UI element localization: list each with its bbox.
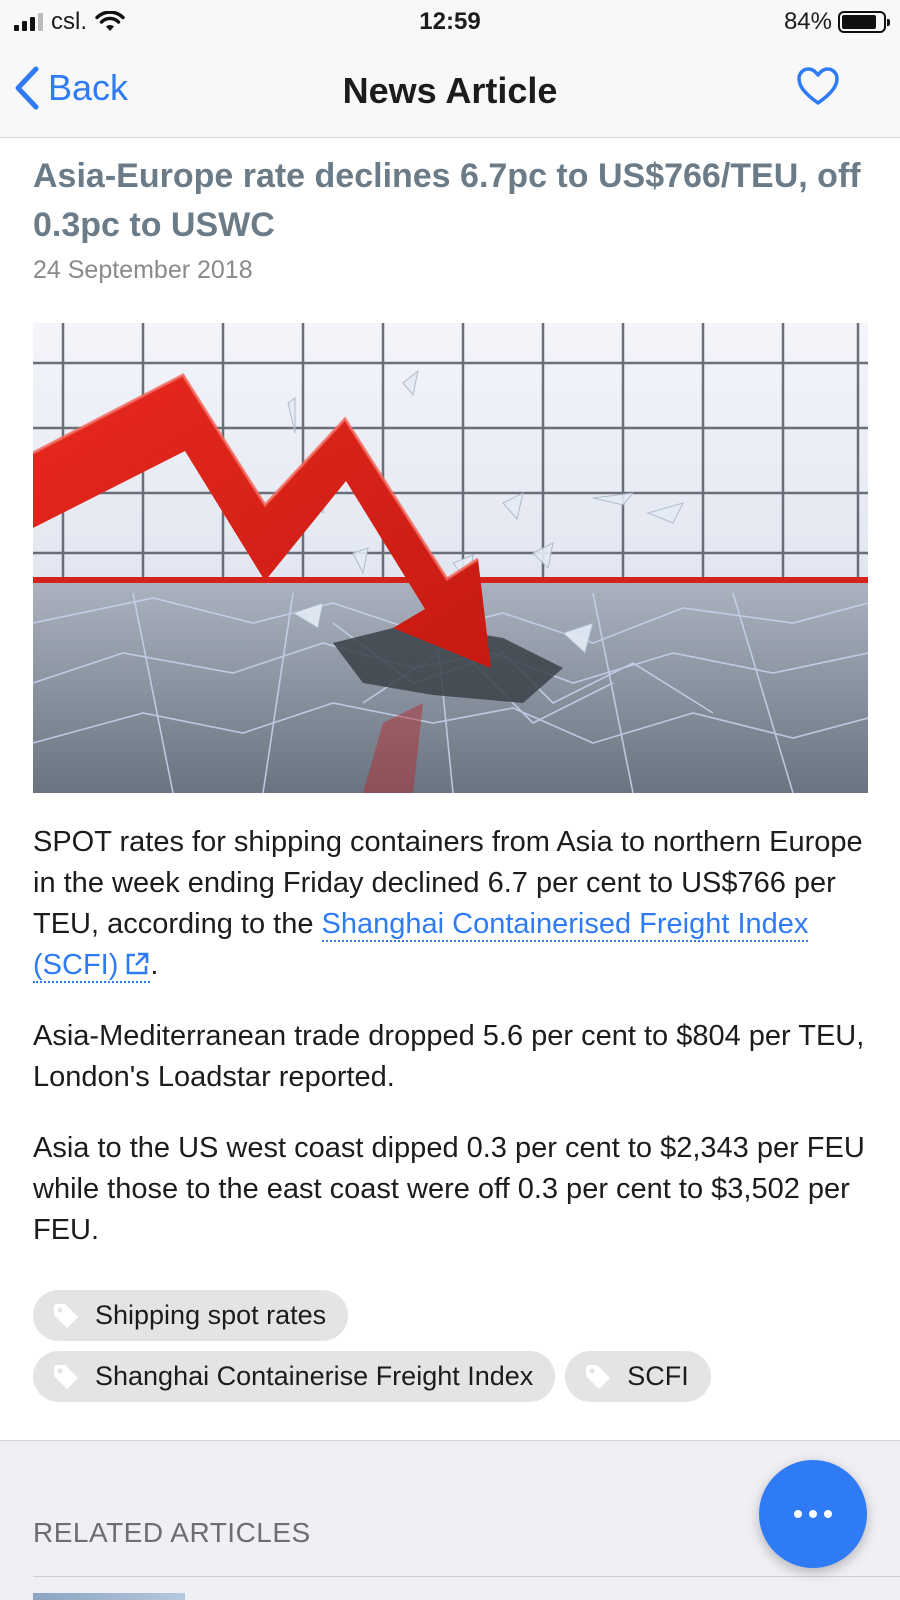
battery-icon bbox=[838, 11, 890, 33]
ellipsis-icon bbox=[794, 1510, 802, 1518]
scfi-link-label: Shanghai Containerised Freight Index (SC… bbox=[33, 908, 809, 981]
paragraph-1-end: . bbox=[150, 949, 159, 981]
carrier-name: csl. bbox=[51, 8, 87, 35]
back-button[interactable]: Back bbox=[14, 66, 128, 110]
article-paragraph-2: Asia-Mediterranean trade dropped 5.6 per… bbox=[33, 1020, 865, 1093]
external-link-icon bbox=[127, 952, 149, 975]
cellular-signal-icon bbox=[14, 13, 43, 31]
tag-list: Shipping spot rates Shanghai Containeris… bbox=[33, 1290, 873, 1412]
article-hero-image bbox=[33, 323, 868, 793]
related-articles-section: RELATED ARTICLES bbox=[0, 1440, 900, 1600]
navigation-bar: Back News Article bbox=[0, 44, 900, 138]
tag-label: Shipping spot rates bbox=[95, 1300, 327, 1330]
status-left: csl. bbox=[14, 8, 125, 36]
tag-chip[interactable]: Shanghai Containerise Freight Index bbox=[33, 1351, 556, 1402]
more-options-button[interactable] bbox=[759, 1460, 867, 1568]
tag-label: SCFI bbox=[627, 1361, 689, 1391]
back-button-label: Back bbox=[48, 67, 129, 108]
page-title: News Article bbox=[342, 70, 558, 111]
favorite-button[interactable] bbox=[796, 66, 840, 111]
tag-icon bbox=[586, 1364, 611, 1389]
article-paragraph-3: Asia to the US west coast dipped 0.3 per… bbox=[33, 1132, 865, 1246]
tag-chip[interactable]: SCFI bbox=[565, 1351, 711, 1402]
status-bar: csl. 12:59 84% bbox=[0, 0, 900, 44]
heart-outline-icon bbox=[797, 67, 839, 105]
wifi-icon bbox=[95, 11, 125, 31]
tag-chip[interactable]: Shipping spot rates bbox=[33, 1290, 349, 1341]
battery-level bbox=[842, 15, 876, 29]
scfi-link[interactable]: Shanghai Containerised Freight Index (SC… bbox=[33, 908, 809, 983]
battery-percent: 84% bbox=[783, 8, 832, 35]
article-header: Asia-Europe rate declines 6.7pc to US$76… bbox=[33, 152, 868, 285]
article-date: 24 September 2018 bbox=[33, 256, 253, 284]
chevron-left-icon bbox=[15, 66, 39, 110]
tag-icon bbox=[54, 1364, 78, 1389]
tag-icon bbox=[54, 1303, 78, 1328]
status-right: 84% bbox=[783, 8, 890, 36]
falling-arrow-illustration bbox=[33, 323, 868, 793]
article-paragraph-1: SPOT rates for shipping containers from … bbox=[33, 822, 868, 986]
related-articles-title: RELATED ARTICLES bbox=[33, 1517, 311, 1548]
article-body: SPOT rates for shipping containers from … bbox=[33, 822, 868, 1281]
divider bbox=[33, 1576, 900, 1577]
paragraph-1-text: SPOT rates for shipping containers from … bbox=[33, 826, 863, 940]
tag-label: Shanghai Containerise Freight Index bbox=[95, 1361, 534, 1391]
status-time: 12:59 bbox=[419, 8, 481, 35]
related-article-thumbnail[interactable] bbox=[33, 1593, 185, 1600]
article-headline: Asia-Europe rate declines 6.7pc to US$76… bbox=[33, 157, 861, 244]
